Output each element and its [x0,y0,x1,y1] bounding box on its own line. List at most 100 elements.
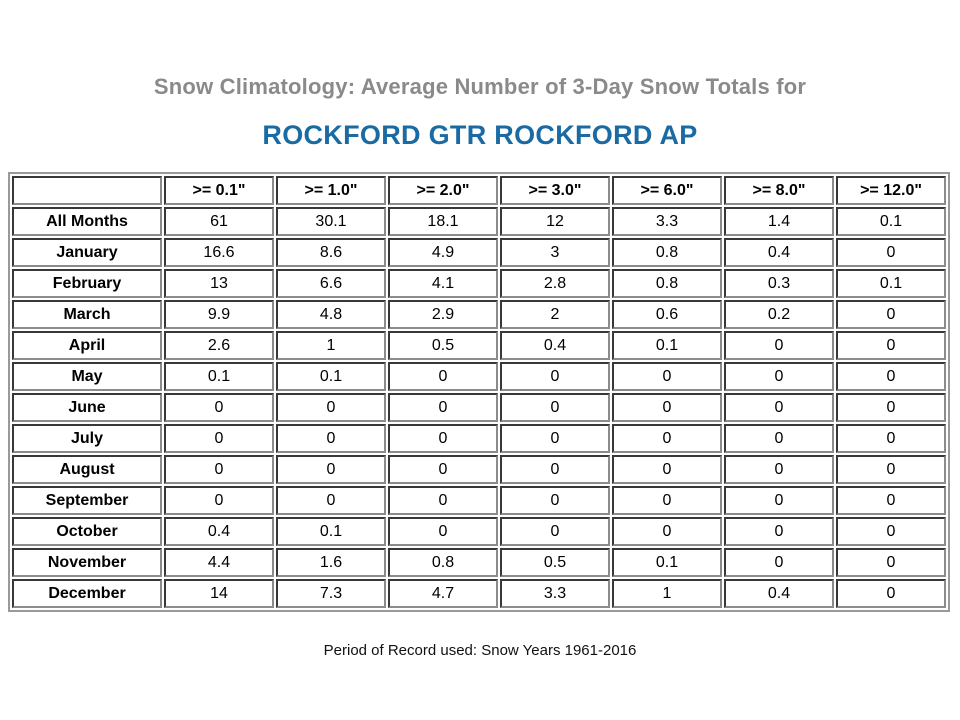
value-cell: 0 [612,517,722,546]
month-label-cell: All Months [12,207,162,236]
month-label-cell: March [12,300,162,329]
value-cell: 18.1 [388,207,498,236]
value-cell: 1.6 [276,548,386,577]
value-cell: 3.3 [500,579,610,608]
value-cell: 0 [164,455,274,484]
value-cell: 0 [836,548,946,577]
value-cell: 0.1 [276,517,386,546]
value-cell: 0 [836,517,946,546]
threshold-header-cell: >= 0.1" [164,176,274,205]
value-cell: 0 [612,424,722,453]
value-cell: 12 [500,207,610,236]
value-cell: 16.6 [164,238,274,267]
table-row: July 0 0 0 0 0 0 0 [12,424,946,453]
threshold-header-cell: >= 12.0" [836,176,946,205]
table-row: January 16.6 8.6 4.9 3 0.8 0.4 0 [12,238,946,267]
value-cell: 0 [836,362,946,391]
value-cell: 0 [836,424,946,453]
threshold-header-cell: >= 2.0" [388,176,498,205]
value-cell: 0.4 [724,579,834,608]
value-cell: 2 [500,300,610,329]
value-cell: 0 [724,517,834,546]
table-row: May 0.1 0.1 0 0 0 0 0 [12,362,946,391]
month-label-cell: October [12,517,162,546]
table-row: June 0 0 0 0 0 0 0 [12,393,946,422]
value-cell: 0 [164,424,274,453]
month-label-cell: December [12,579,162,608]
table-row: September 0 0 0 0 0 0 0 [12,486,946,515]
value-cell: 0 [500,362,610,391]
value-cell: 0 [500,486,610,515]
value-cell: 13 [164,269,274,298]
threshold-header-cell: >= 1.0" [276,176,386,205]
value-cell: 0 [276,455,386,484]
month-label-cell: August [12,455,162,484]
value-cell: 0 [836,486,946,515]
month-label-cell: April [12,331,162,360]
table-row: August 0 0 0 0 0 0 0 [12,455,946,484]
value-cell: 0 [500,517,610,546]
value-cell: 0 [500,455,610,484]
value-cell: 2.9 [388,300,498,329]
value-cell: 30.1 [276,207,386,236]
value-cell: 1.4 [724,207,834,236]
table-header-row: >= 0.1" >= 1.0" >= 2.0" >= 3.0" >= 6.0" >= 8.… [12,176,946,205]
table-row: February 13 6.6 4.1 2.8 0.8 0.3 0.1 [12,269,946,298]
value-cell: 0 [164,393,274,422]
page-subtitle: Snow Climatology: Average Number of 3-Da… [153,74,807,99]
value-cell: 0 [276,393,386,422]
value-cell: 7.3 [276,579,386,608]
value-cell: 0 [836,238,946,267]
table-row: October 0.4 0.1 0 0 0 0 0 [12,517,946,546]
value-cell: 0 [836,393,946,422]
value-cell: 0 [276,486,386,515]
value-cell: 0 [388,424,498,453]
table-row: All Months 61 30.1 18.1 12 3.3 1.4 0.1 [12,207,946,236]
value-cell: 0 [164,486,274,515]
value-cell: 4.7 [388,579,498,608]
value-cell: 0.4 [164,517,274,546]
value-cell: 4.4 [164,548,274,577]
value-cell: 0 [388,362,498,391]
value-cell: 0 [388,393,498,422]
month-label-cell: June [12,393,162,422]
month-label-cell: February [12,269,162,298]
table-row: March 9.9 4.8 2.9 2 0.6 0.2 0 [12,300,946,329]
value-cell: 2.8 [500,269,610,298]
value-cell: 0 [836,331,946,360]
value-cell: 0.8 [388,548,498,577]
value-cell: 0.8 [612,238,722,267]
value-cell: 8.6 [276,238,386,267]
value-cell: 0.6 [612,300,722,329]
value-cell: 3 [500,238,610,267]
month-label-cell: May [12,362,162,391]
value-cell: 0 [724,393,834,422]
value-cell: 4.9 [388,238,498,267]
value-cell: 0 [500,424,610,453]
value-cell: 0 [836,455,946,484]
value-cell: 0.1 [836,269,946,298]
table-row: December 14 7.3 4.7 3.3 1 0.4 0 [12,579,946,608]
table-row: April 2.6 1 0.5 0.4 0.1 0 0 [12,331,946,360]
value-cell: 0 [724,362,834,391]
value-cell: 0 [612,486,722,515]
page-title: ROCKFORD GTR ROCKFORD AP [262,120,698,150]
value-cell: 0.8 [612,269,722,298]
value-cell: 0.1 [612,548,722,577]
corner-header-cell [12,176,162,205]
threshold-header-cell: >= 8.0" [724,176,834,205]
month-label-cell: November [12,548,162,577]
value-cell: 0.3 [724,269,834,298]
value-cell: 0 [388,517,498,546]
value-cell: 0.2 [724,300,834,329]
threshold-header-cell: >= 3.0" [500,176,610,205]
value-cell: 0 [612,393,722,422]
value-cell: 0 [724,331,834,360]
value-cell: 0 [388,486,498,515]
value-cell: 0 [276,424,386,453]
value-cell: 61 [164,207,274,236]
value-cell: 0 [388,455,498,484]
value-cell: 0 [724,455,834,484]
value-cell: 0 [500,393,610,422]
